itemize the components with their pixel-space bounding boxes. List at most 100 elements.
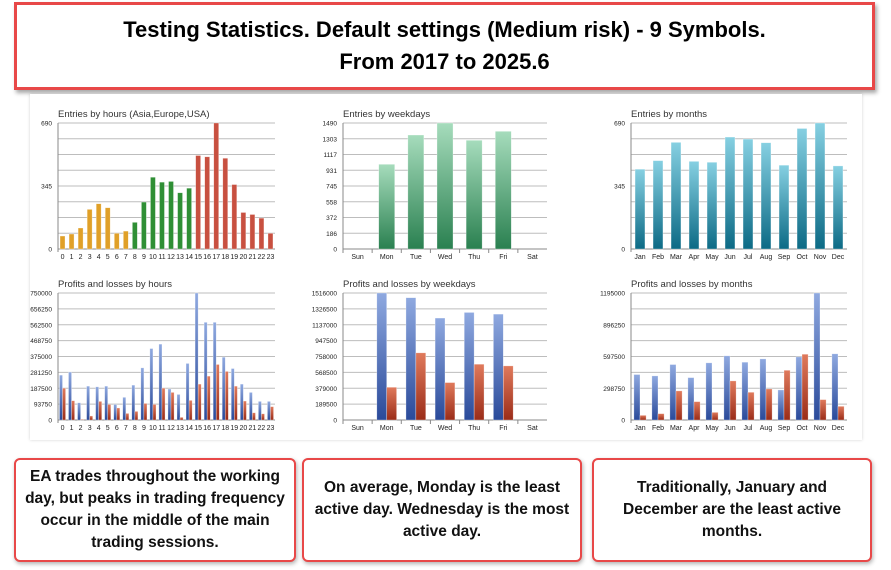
bar <box>267 232 274 250</box>
y-tick-label: 568500 <box>315 370 337 377</box>
loss-bar <box>197 383 202 421</box>
x-tick-label: Apr <box>689 254 701 261</box>
profit-bar <box>185 363 190 421</box>
header-banner: Testing Statistics. Default settings (Me… <box>14 2 875 90</box>
profit-bar <box>463 312 475 421</box>
profit-bar <box>669 364 677 421</box>
loss-bar <box>143 403 148 421</box>
x-tick-label: 19 <box>230 425 238 432</box>
loss-bar <box>234 385 238 421</box>
x-tick-label: 15 <box>194 425 202 432</box>
x-tick-label: Feb <box>652 254 664 261</box>
profit-bar <box>795 356 803 421</box>
x-tick-label: 8 <box>133 425 137 432</box>
x-tick-label: 1 <box>70 425 74 432</box>
bar <box>494 130 512 250</box>
loss-bar <box>161 387 166 421</box>
profit-bar <box>131 384 136 421</box>
x-tick-label: Fri <box>499 254 508 261</box>
x-tick-label: 23 <box>267 254 275 261</box>
bar <box>436 122 454 250</box>
profit-bar <box>633 374 641 421</box>
chart-title: Entries by hours (Asia,Europe,USA) <box>58 109 210 120</box>
profit-bar <box>149 348 154 421</box>
x-tick-label: Nov <box>814 254 827 261</box>
loss-bar <box>639 415 647 421</box>
x-tick-label: Tue <box>410 425 422 432</box>
bar <box>378 163 396 250</box>
x-tick-label: 13 <box>176 254 184 261</box>
chart-title: Entries by months <box>631 109 707 120</box>
header-title-line-1: Testing Statistics. Default settings (Me… <box>123 17 766 42</box>
profit-bar <box>113 404 118 421</box>
x-tick-label: Aug <box>760 425 773 432</box>
y-tick-label: 1516000 <box>312 291 338 298</box>
loss-bar <box>819 399 827 421</box>
profit-bar <box>267 401 271 421</box>
x-tick-label: Apr <box>689 425 701 432</box>
bar <box>186 187 192 250</box>
x-tick-label: Sep <box>778 254 791 261</box>
bar <box>150 176 156 250</box>
loss-bar <box>179 416 184 421</box>
bar <box>59 235 66 250</box>
x-tick-label: 9 <box>142 254 146 261</box>
y-tick-label: 896250 <box>603 322 625 329</box>
bar <box>652 160 664 250</box>
loss-bar <box>152 404 157 421</box>
profit-bar <box>249 392 253 421</box>
header-title-line-2: From 2017 to 2025.6 <box>339 49 550 74</box>
x-tick-label: 4 <box>97 425 101 432</box>
y-tick-label: 562500 <box>30 322 52 329</box>
x-tick-label: Thu <box>468 254 480 261</box>
y-tick-label: 345 <box>41 184 52 191</box>
y-tick-label: 281250 <box>30 370 52 377</box>
y-tick-label: 0 <box>621 418 625 425</box>
x-tick-label: Mar <box>670 425 683 432</box>
profit-bar <box>122 397 127 421</box>
profit-bar <box>741 361 749 421</box>
loss-bar <box>80 419 84 421</box>
x-tick-label: Dec <box>832 425 845 432</box>
x-tick-label: Tue <box>410 254 422 261</box>
profit-bar <box>239 383 244 421</box>
profit-bar <box>203 321 208 421</box>
profit-bar <box>434 317 446 421</box>
bar <box>634 168 646 250</box>
profit-bar <box>86 385 90 421</box>
y-tick-label: 690 <box>41 121 52 128</box>
x-tick-label: 14 <box>185 254 193 261</box>
x-tick-label: Oct <box>797 254 808 261</box>
loss-bar <box>657 413 665 421</box>
y-tick-label: 931 <box>326 168 337 175</box>
bar <box>141 201 147 250</box>
y-tick-label: 0 <box>333 247 337 254</box>
x-tick-label: 16 <box>203 425 211 432</box>
x-tick-label: 12 <box>167 254 175 261</box>
bar <box>814 122 826 250</box>
bar <box>222 157 229 250</box>
profit-bar <box>777 389 785 421</box>
profit-bar <box>59 374 63 421</box>
x-tick-label: Aug <box>760 254 773 261</box>
loss-bar <box>783 369 791 421</box>
profit-bar <box>104 385 109 421</box>
profit-bar <box>376 292 388 421</box>
loss-bar <box>224 371 229 421</box>
loss-bar <box>134 411 139 421</box>
loss-bar <box>62 387 66 421</box>
loss-bar <box>415 352 427 421</box>
y-tick-label: 345 <box>614 184 625 191</box>
note-months: Traditionally, January and December are … <box>592 458 872 562</box>
y-tick-label: 690 <box>614 121 625 128</box>
profit-bar <box>167 388 172 421</box>
x-tick-label: 9 <box>142 425 146 432</box>
bar <box>77 227 84 250</box>
y-tick-label: 597500 <box>603 354 625 361</box>
loss-bar <box>747 391 755 421</box>
profit-bar <box>95 386 99 421</box>
y-tick-label: 0 <box>333 418 337 425</box>
y-tick-label: 186 <box>326 231 337 238</box>
x-tick-label: Sep <box>778 425 791 432</box>
profit-bar <box>405 297 417 421</box>
